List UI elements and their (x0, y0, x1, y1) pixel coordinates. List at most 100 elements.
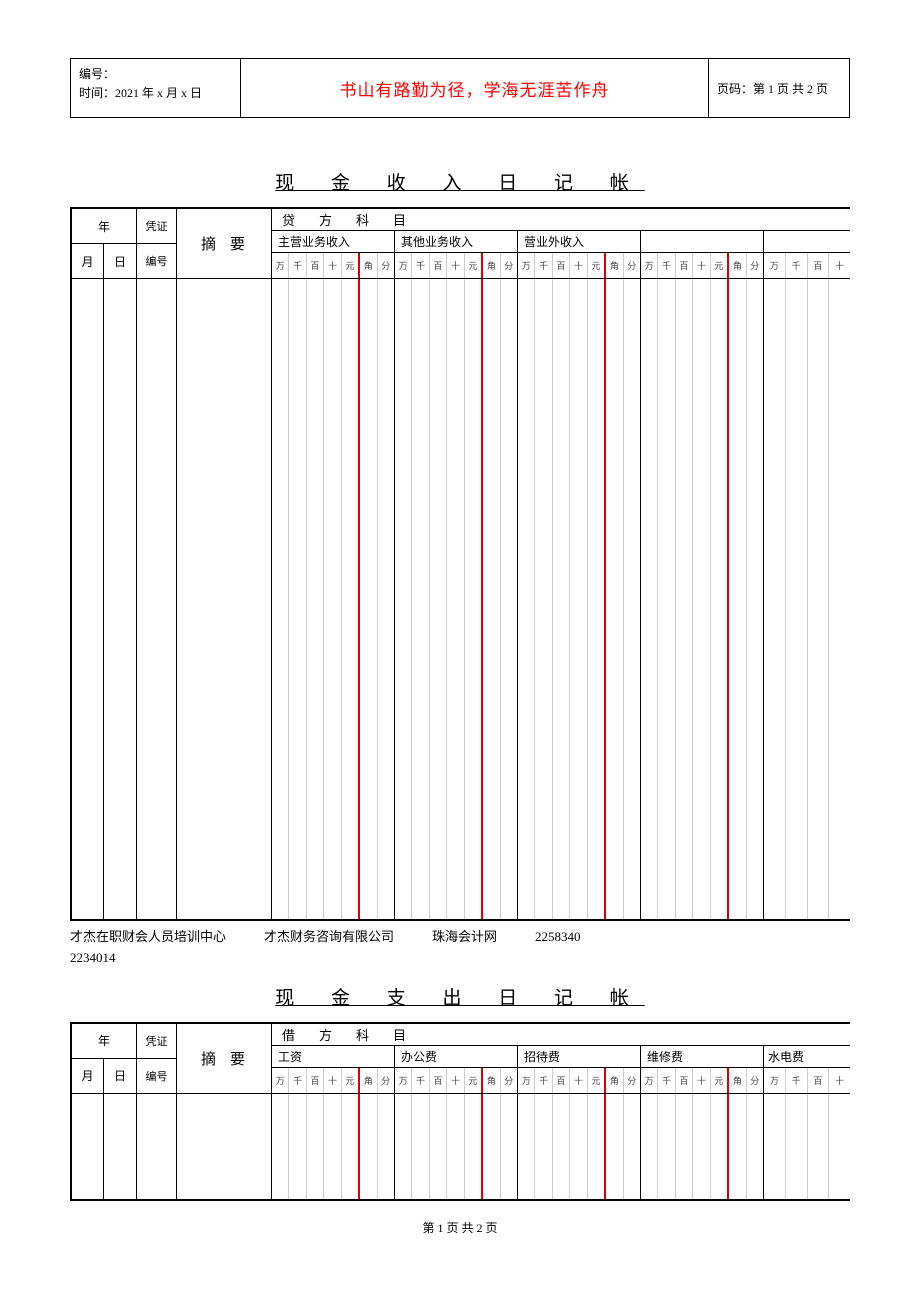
account-body-col (764, 1094, 850, 1199)
account-col: 其他业务收入 万千百十元角分 (395, 231, 518, 278)
digit-cell: 百 (808, 1068, 830, 1093)
digit-cell (658, 279, 675, 919)
digit-cell: 百 (553, 1068, 570, 1093)
account-name: 主营业务收入 (272, 231, 394, 253)
digit-cell (307, 279, 324, 919)
digit-cell (430, 1094, 447, 1199)
digit-cell: 万 (395, 253, 412, 278)
account-name: 水电费 (764, 1046, 850, 1068)
digit-cell (289, 1094, 306, 1199)
digit-cell: 角 (482, 1068, 500, 1093)
ledger1-title: 现 金 收 入 日 记 帐 (70, 168, 850, 195)
digit-cell (535, 1094, 552, 1199)
digit-cell (693, 279, 710, 919)
account-name: 维修费 (641, 1046, 763, 1068)
digit-cell: 十 (570, 253, 587, 278)
digit-cell: 十 (829, 253, 850, 278)
digit-cell: 分 (378, 253, 394, 278)
ledger-income: 年 月 日 凭证 编号 摘要 贷方科目 主营业务收入 万千百十元角分 其他业务收… (70, 207, 850, 921)
digit-cell (728, 279, 746, 919)
col-day: 日 (104, 244, 136, 278)
digit-cell (412, 1094, 429, 1199)
digit-cell: 十 (570, 1068, 587, 1093)
digit-cell: 千 (535, 253, 552, 278)
digit-cell: 百 (430, 253, 447, 278)
digit-cell: 元 (465, 253, 482, 278)
digit-cell (808, 1094, 830, 1199)
ledger-expense-body (72, 1094, 850, 1199)
digit-cell (447, 1094, 464, 1199)
digit-cell (501, 279, 517, 919)
digit-cell (359, 1094, 377, 1199)
digit-cell: 角 (359, 253, 377, 278)
digit-cell: 千 (658, 253, 675, 278)
digit-cell: 元 (588, 253, 605, 278)
header-motto: 书山有路勤为径，学海无涯苦作舟 (241, 59, 709, 117)
digit-cell (518, 279, 535, 919)
col-year: 年 (72, 209, 136, 244)
digit-cell (747, 1094, 763, 1199)
digit-cell: 百 (808, 253, 830, 278)
digit-cell (272, 1094, 289, 1199)
digit-cell: 百 (553, 253, 570, 278)
account-body-col (395, 1094, 518, 1199)
digit-cell (786, 1094, 808, 1199)
digit-cell: 角 (482, 253, 500, 278)
digit-cell (465, 1094, 482, 1199)
digit-cell (641, 1094, 658, 1199)
digit-cell: 分 (501, 253, 517, 278)
col-month-2: 月 (72, 1059, 104, 1093)
digit-cell (711, 279, 728, 919)
digit-cell: 十 (447, 1068, 464, 1093)
digit-cell: 千 (535, 1068, 552, 1093)
digit-cell: 千 (289, 1068, 306, 1093)
ledger-income-head: 年 月 日 凭证 编号 摘要 贷方科目 主营业务收入 万千百十元角分 其他业务收… (72, 209, 850, 279)
digit-cell (324, 1094, 341, 1199)
account-name (764, 231, 850, 253)
digit-cell (829, 1094, 850, 1199)
digit-cell (553, 279, 570, 919)
page-footer: 第 1 页 共 2 页 (70, 1219, 850, 1236)
digit-cell (482, 279, 500, 919)
digit-cell: 千 (412, 1068, 429, 1093)
digit-cell: 万 (272, 1068, 289, 1093)
digit-cell (624, 1094, 640, 1199)
account-body-col (518, 1094, 641, 1199)
digit-cell (272, 279, 289, 919)
digit-cell: 百 (430, 1068, 447, 1093)
digit-cell: 分 (378, 1068, 394, 1093)
ledger-income-body (72, 279, 850, 919)
col-voucher-no: 编号 (137, 244, 176, 278)
digit-cell: 分 (747, 1068, 763, 1093)
digit-cell (359, 279, 377, 919)
digit-cell: 千 (658, 1068, 675, 1093)
header-box: 编号： 时间：2021 年 x 月 x 日 书山有路勤为径，学海无涯苦作舟 页码… (70, 58, 850, 118)
account-name: 其他业务收入 (395, 231, 517, 253)
digit-cell: 角 (605, 1068, 623, 1093)
ledger-expense-head: 年 月 日 凭证 编号 摘要 借方科目 工资 万千百十元角分 办公费 万千百十元… (72, 1024, 850, 1094)
digit-cell: 十 (447, 253, 464, 278)
digit-cell (307, 1094, 324, 1199)
digit-cell (501, 1094, 517, 1199)
digit-cell: 万 (641, 253, 658, 278)
digit-cell: 百 (676, 1068, 693, 1093)
digit-cell (605, 279, 623, 919)
digit-cell: 万 (272, 253, 289, 278)
digit-cell: 元 (342, 253, 359, 278)
col-summary-2: 摘要 (177, 1024, 272, 1093)
account-col: 主营业务收入 万千百十元角分 (272, 231, 395, 278)
digit-cell: 元 (588, 1068, 605, 1093)
time-label: 时间： (79, 86, 115, 100)
account-body-col (641, 279, 764, 919)
account-col: 万千百十元角分 (641, 231, 764, 278)
digit-cell: 分 (624, 253, 640, 278)
digit-cell (588, 1094, 605, 1199)
account-name (641, 231, 763, 253)
digit-cell: 分 (747, 253, 763, 278)
account-col: 工资 万千百十元角分 (272, 1046, 395, 1093)
account-name: 营业外收入 (518, 231, 640, 253)
digit-cell (605, 1094, 623, 1199)
digit-cell (447, 279, 464, 919)
digit-cell (676, 279, 693, 919)
digit-cell (624, 279, 640, 919)
